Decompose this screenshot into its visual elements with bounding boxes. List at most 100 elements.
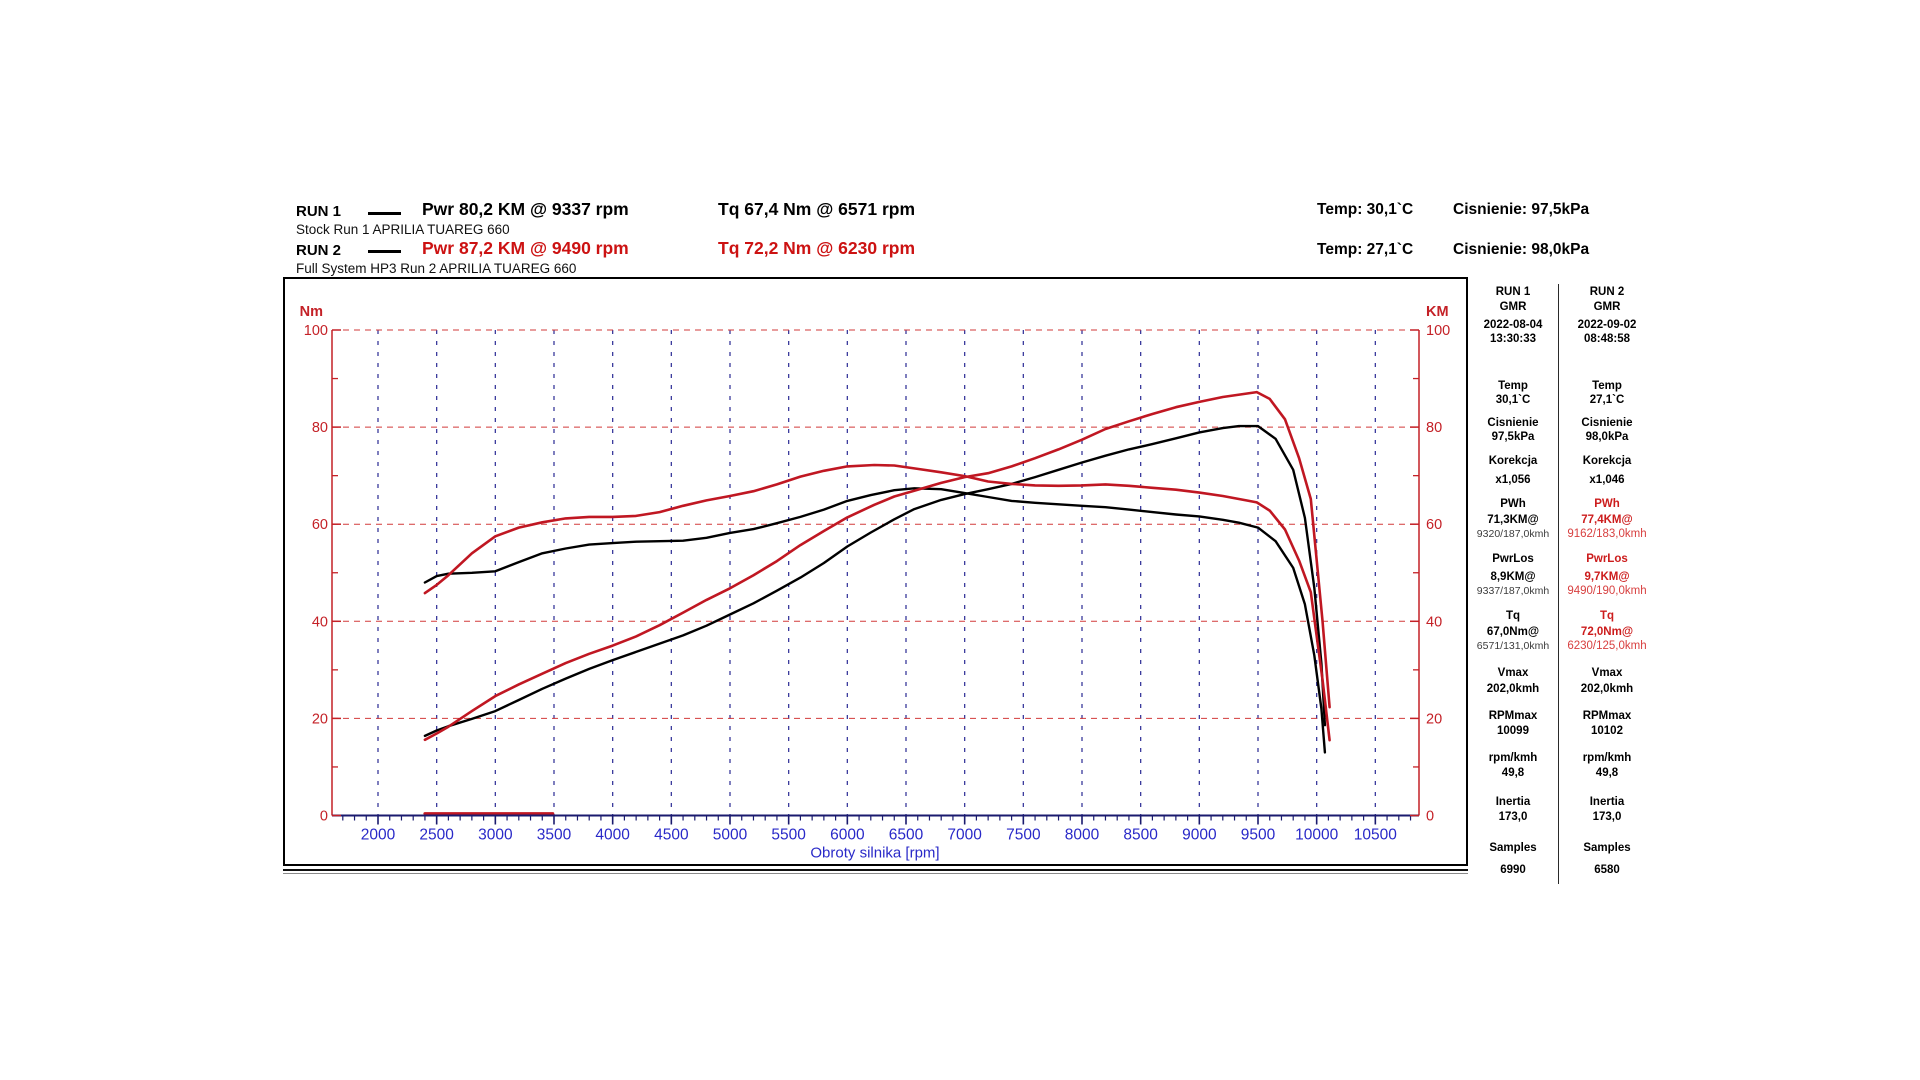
x-tick-label: 4000 (595, 827, 630, 844)
panel-row-time: 13:30:33 08:48:58 (1470, 332, 1650, 346)
panel-row-pwh-value: 71,3KM@ 77,4KM@ (1470, 513, 1650, 527)
panel-row-pwh-label: PWh PWh (1470, 497, 1650, 511)
run2-pwh-at: 9162/183,0kmh (1567, 528, 1647, 540)
run2_power_km-curve (423, 390, 1331, 742)
run1-temp-value: 30,1`C (1495, 394, 1531, 406)
run2-pwh-value: 77,4KM@ (1581, 514, 1633, 526)
panel-row-pressure-value: 97,5kPa 98,0kPa (1470, 430, 1650, 444)
x-axis-title: Obroty silnika [rpm] (810, 845, 939, 862)
run1-line-sample (368, 212, 401, 215)
run2-date: 2022-09-02 (1577, 319, 1637, 331)
panel-row-tq-at: 6571/131,0kmh 6230/125,0kmh (1470, 639, 1650, 653)
run1-inertia-value: 173,0 (1498, 811, 1528, 823)
x-tick-label: 8500 (1123, 827, 1158, 844)
x-tick-label: 4500 (654, 827, 689, 844)
panel-row-vmax-label: Vmax Vmax (1470, 666, 1650, 680)
y-right-tick-label: 80 (1426, 420, 1442, 436)
panel-column-divider (1558, 284, 1559, 884)
chart-frame-shadow (283, 869, 1468, 871)
run2_torque_nm-curve (423, 463, 1331, 742)
run1-temp-text: Temp: 30,1`C (1317, 201, 1414, 218)
pwh-label-2: PWh (1594, 498, 1620, 510)
run2-temp-value: 27,1`C (1589, 394, 1625, 406)
y-left-tick-label: 60 (312, 517, 328, 533)
run2-correction-value: x1,046 (1589, 474, 1625, 486)
rpmkmh-label-2: rpm/kmh (1582, 752, 1632, 764)
run-stats-panel: RUN 1 RUN 2 GMR GMR 2022-08-04 2022-09-0… (1470, 284, 1650, 886)
panel-row-pwh-at: 9320/187,0kmh 9162/183,0kmh (1470, 527, 1650, 541)
run1-torque-peak-text: Tq 67,4 Nm @ 6571 rpm (718, 199, 916, 219)
run1-pwrlos-at: 9337/187,0kmh (1476, 585, 1550, 597)
run2-vmax-value: 202,0kmh (1580, 683, 1634, 695)
run2-title: RUN 2 (1589, 286, 1625, 298)
run1-pressure-value: 97,5kPa (1491, 431, 1535, 443)
x-tick-label: 2500 (419, 827, 454, 844)
panel-row-samples-value: 6990 6580 (1470, 863, 1650, 877)
y-left-tick-label: 20 (312, 711, 328, 727)
run1-pressure-text: Cisnienie: 97,5kPa (1453, 201, 1590, 218)
x-tick-label: 10000 (1295, 827, 1338, 844)
x-tick-label: 6500 (889, 827, 924, 844)
panel-row-pwrlos-label: PwrLos PwrLos (1470, 552, 1650, 566)
panel-row-tq-label: Tq Tq (1470, 609, 1650, 623)
panel-row-pressure-label: Cisnienie Cisnienie (1470, 416, 1650, 430)
x-tick-label: 10500 (1354, 827, 1397, 844)
x-tick-label: 5000 (713, 827, 748, 844)
y-left-tick-label: 40 (312, 614, 328, 630)
run2-samples-value: 6580 (1594, 864, 1620, 876)
run1-tq-at: 6571/131,0kmh (1476, 640, 1550, 652)
rpmmax-label-2: RPMmax (1582, 710, 1632, 722)
x-tick-label: 3000 (478, 827, 513, 844)
pwh-label-1: PWh (1500, 498, 1526, 510)
vmax-label-2: Vmax (1591, 667, 1623, 679)
run2-pwrlos-value: 9,7KM@ (1584, 571, 1630, 583)
x-tick-label: 8000 (1065, 827, 1100, 844)
panel-row-samples-label: Samples Samples (1470, 841, 1650, 855)
run1-pwh-value: 71,3KM@ (1487, 514, 1539, 526)
run2-tq-at: 6230/125,0kmh (1567, 640, 1647, 652)
correction-label-2: Korekcja (1582, 455, 1632, 467)
y-axis-ticks: 0 0 20 20 40 40 60 60 80 80 100 100 Nm KM (300, 304, 1451, 825)
curves (423, 390, 1331, 816)
samples-label-1: Samples (1489, 842, 1537, 854)
panel-row-title: RUN 1 RUN 2 (1470, 285, 1650, 299)
x-tick-label: 7500 (1006, 827, 1041, 844)
samples-label-2: Samples (1583, 842, 1631, 854)
x-tick-label: 9000 (1182, 827, 1217, 844)
run2-subtitle: Full System HP3 Run 2 APRILIA TUAREG 660 (296, 261, 577, 276)
chart-frame-shadow2 (283, 873, 1468, 874)
dyno-plot: 2000 2500 3000 3500 4000 4500 5000 5500 6000 6500… (300, 304, 1451, 862)
y-left-axis-title: Nm (300, 304, 323, 320)
panel-row-temp-label: Temp Temp (1470, 379, 1650, 393)
run1-pwh-at: 9320/187,0kmh (1476, 528, 1550, 540)
run1-tq-value: 67,0Nm@ (1486, 626, 1540, 638)
panel-row-vmax-value: 202,0kmh 202,0kmh (1470, 682, 1650, 696)
tq-label-1: Tq (1505, 610, 1521, 622)
vmax-label-1: Vmax (1497, 667, 1529, 679)
tq-label-2: Tq (1599, 610, 1615, 622)
run1-vmax-value: 202,0kmh (1486, 683, 1540, 695)
run2-torque-peak-text: Tq 72,2 Nm @ 6230 rpm (718, 238, 916, 258)
run1-pwrlos-value: 8,9KM@ (1490, 571, 1536, 583)
run1-legend-label: RUN 1 (296, 203, 342, 220)
run1-rpmkmh-value: 49,8 (1501, 767, 1525, 779)
panel-row-rpmmax-label: RPMmax RPMmax (1470, 709, 1650, 723)
y-right-tick-label: 100 (1426, 323, 1450, 339)
run2-pwrlos-at: 9490/190,0kmh (1567, 585, 1647, 597)
temp-label-1: Temp (1498, 380, 1528, 392)
panel-row-inertia-label: Inertia Inertia (1470, 795, 1650, 809)
panel-row-temp-value: 30,1`C 27,1`C (1470, 393, 1650, 407)
run1-subtitle: Stock Run 1 APRILIA TUAREG 660 (296, 222, 510, 237)
run1-correction-value: x1,056 (1495, 474, 1531, 486)
run1-date: 2022-08-04 (1483, 319, 1543, 331)
y-left-tick-label: 100 (304, 323, 328, 339)
run2-temp-text: Temp: 27,1`C (1317, 241, 1414, 258)
panel-row-inertia-value: 173,0 173,0 (1470, 810, 1650, 824)
pwrlos-label-2: PwrLos (1586, 553, 1628, 565)
run1-samples-value: 6990 (1500, 864, 1526, 876)
panel-row-rpmkmh-label: rpm/kmh rpm/kmh (1470, 751, 1650, 765)
panel-row-pwrlos-at: 9337/187,0kmh 9490/190,0kmh (1470, 584, 1650, 598)
run2-power-peak-text: Pwr 87,2 KM @ 9490 rpm (422, 238, 629, 258)
panel-row-rpmkmh-value: 49,8 49,8 (1470, 766, 1650, 780)
temp-label-2: Temp (1592, 380, 1622, 392)
